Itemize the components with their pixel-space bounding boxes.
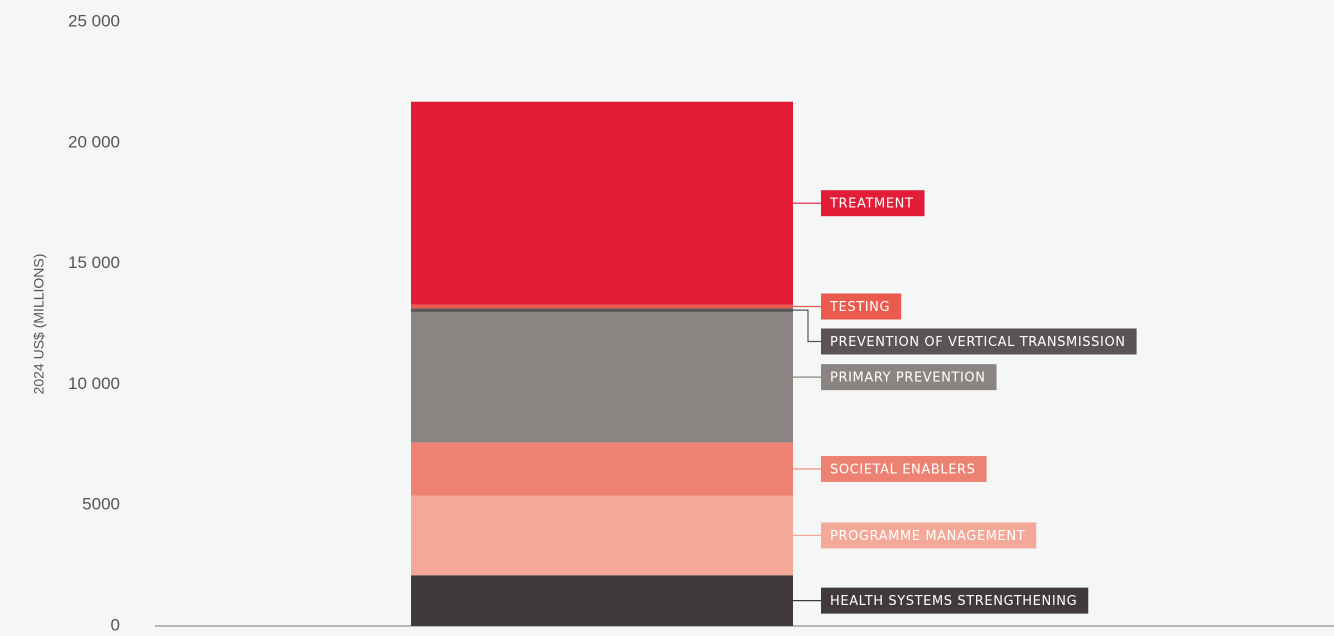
legend-label: PRIMARY PREVENTION [830, 371, 986, 386]
label-box [821, 190, 925, 217]
label-box [821, 328, 1137, 355]
legend-label: SOCIETAL ENABLERS [830, 462, 976, 477]
bar-segment [411, 442, 793, 496]
leader-line [793, 309, 821, 343]
y-axis-label: 2024 US$ (MILLIONS) [31, 254, 47, 395]
legend-label: PROGRAMME MANAGEMENT [830, 529, 1025, 544]
label-box [821, 293, 902, 320]
legend-label: PREVENTION OF VERTICAL TRANSMISSION [830, 335, 1126, 350]
y-tick-label: 15 000 [68, 253, 120, 272]
y-tick-label: 5000 [82, 495, 120, 514]
y-tick-label: 10 000 [68, 374, 120, 393]
bar-segment [411, 575, 793, 626]
bar-segment [411, 304, 793, 309]
bar-segment [411, 101, 793, 305]
y-tick-label: 0 [111, 615, 120, 634]
label-box [821, 364, 997, 391]
y-tick-label: 25 000 [68, 11, 120, 30]
label-box [821, 522, 1037, 549]
y-tick-label: 20 000 [68, 132, 120, 151]
label-box [821, 455, 987, 482]
bar-segment [411, 308, 793, 312]
label-box [821, 587, 1089, 614]
legend-label: TREATMENT [829, 197, 914, 212]
bar-segment [411, 311, 793, 443]
legend-label: TESTING [829, 300, 890, 315]
bar-segment [411, 495, 793, 576]
legend-label: HEALTH SYSTEMS STRENGTHENING [830, 594, 1077, 609]
